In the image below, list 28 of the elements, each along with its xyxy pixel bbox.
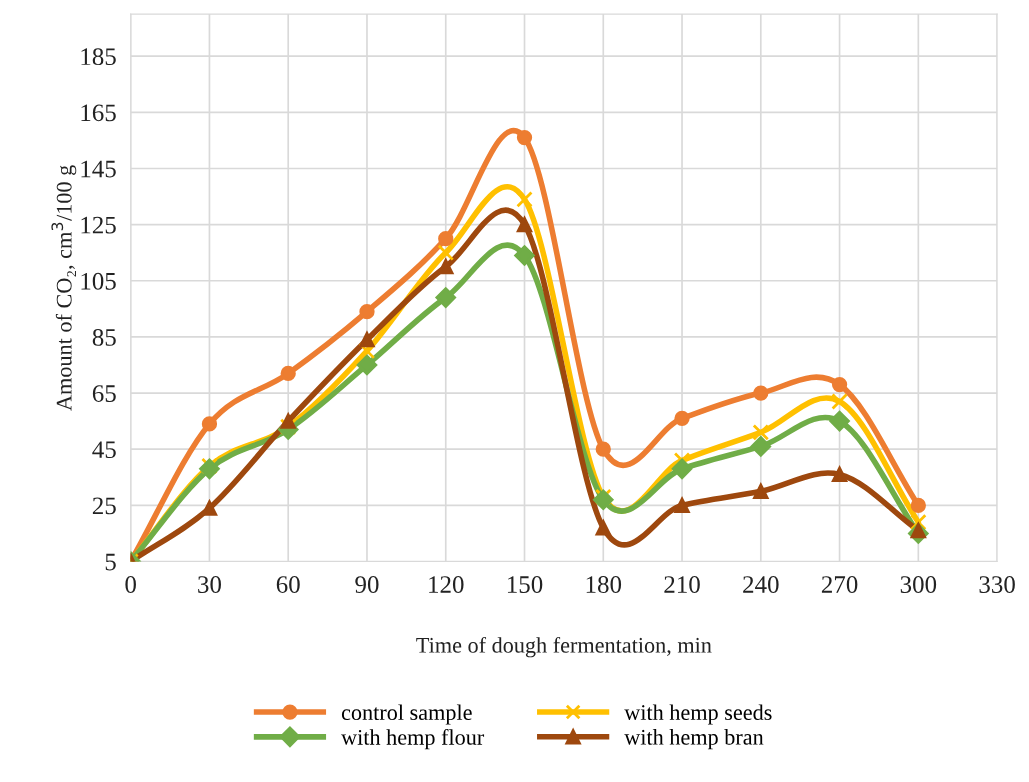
x-tick-label: 330 bbox=[979, 576, 1015, 593]
y-tick-label: 45 bbox=[92, 441, 116, 459]
y-axis-title: Amount of CO₂, cm$^{3}$/100 g bbox=[51, 165, 77, 411]
x-tick-label: 60 bbox=[276, 576, 300, 593]
y-tick-label: 165 bbox=[81, 104, 116, 122]
x-tick-label: 90 bbox=[355, 576, 379, 593]
x-tick-label: 120 bbox=[429, 576, 464, 593]
x-tick-label: 240 bbox=[743, 576, 779, 593]
x-tick-label: 180 bbox=[586, 576, 622, 593]
y-tick-label: 125 bbox=[81, 216, 116, 234]
x-tick-label: 150 bbox=[507, 576, 543, 593]
y-tick-label: 145 bbox=[81, 160, 116, 178]
y-tick-label: 185 bbox=[81, 48, 116, 66]
y-tick-label: 25 bbox=[92, 497, 116, 515]
x-tick-label: 300 bbox=[900, 576, 937, 593]
legend-label: with hemp bran bbox=[624, 729, 764, 750]
y-tick-label: 65 bbox=[92, 385, 116, 402]
y-tick-label: 85 bbox=[92, 328, 116, 346]
x-axis-title: Time of dough fermentation, min bbox=[416, 636, 712, 658]
y-tick-label: 5 bbox=[105, 553, 116, 571]
y-tick-label: 105 bbox=[81, 272, 116, 290]
legend-label: with hemp flour bbox=[341, 728, 485, 750]
x-tick-label: 270 bbox=[821, 576, 858, 593]
legend-label: with hemp seeds bbox=[624, 704, 772, 725]
x-tick-label: 30 bbox=[198, 576, 221, 593]
x-tick-label: 0 bbox=[125, 576, 136, 593]
x-tick-label: 210 bbox=[664, 576, 700, 593]
legend-label: control sample bbox=[341, 704, 472, 725]
